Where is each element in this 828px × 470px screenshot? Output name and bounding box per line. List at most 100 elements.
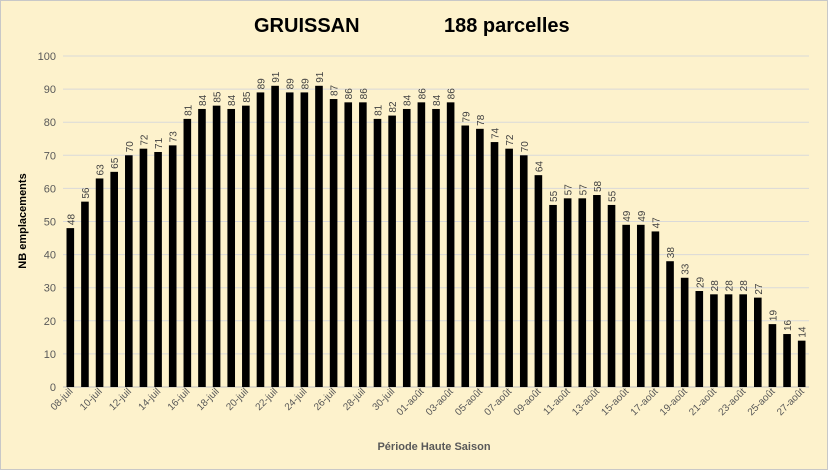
data-label: 74 — [491, 127, 502, 139]
bar — [168, 145, 177, 387]
x-tick-label: 03-août — [424, 386, 456, 418]
y-tick-label: 50 — [44, 217, 56, 229]
bar — [388, 115, 396, 387]
x-axis-ticks: 08-juil 10-juil 12-juil 14-juil 16-juil 18-ju… — [49, 386, 807, 418]
bar — [271, 85, 279, 387]
data-label: 49 — [637, 210, 648, 222]
bar — [95, 178, 104, 387]
bar — [183, 118, 192, 387]
bar — [563, 198, 572, 387]
data-label: 38 — [666, 247, 677, 259]
data-label: 84 — [403, 94, 414, 106]
x-tick-label: 15-août — [600, 386, 632, 418]
x-tick-label: 11-août — [542, 386, 573, 417]
bar — [724, 294, 733, 387]
data-label: 70 — [125, 141, 136, 153]
x-tick-label: 14-juil — [137, 386, 164, 413]
bar — [154, 151, 162, 387]
bar — [417, 102, 426, 387]
data-label: 16 — [783, 319, 794, 331]
x-tick-label: 25-août — [746, 386, 778, 418]
x-tick-label: 18-juil — [195, 386, 222, 413]
data-label: 81 — [183, 104, 194, 116]
bar — [636, 224, 645, 387]
data-label: 84 — [198, 94, 209, 106]
bar — [402, 108, 411, 388]
x-tick-label: 21-août — [687, 386, 719, 418]
x-tick-label: 07-août — [482, 386, 514, 418]
data-label: 57 — [564, 184, 575, 196]
data-label: 65 — [110, 157, 121, 169]
bar — [651, 231, 660, 387]
x-tick-label: 24-juil — [283, 386, 310, 413]
bar — [300, 92, 309, 387]
data-label: 55 — [608, 190, 619, 202]
bar — [593, 195, 601, 387]
x-tick-label: 27-août — [775, 386, 807, 418]
data-label: 55 — [549, 190, 560, 202]
data-label: 33 — [681, 263, 692, 275]
bar — [227, 108, 236, 388]
x-tick-label: 01-août — [395, 386, 427, 418]
data-label: 89 — [300, 78, 311, 90]
data-label: 73 — [169, 131, 180, 143]
y-axis-ticks: 0 10 20 30 40 50 60 70 80 90 100 — [38, 51, 56, 394]
x-tick-label: 05-août — [453, 386, 485, 418]
x-tick-label: 16-juil — [166, 386, 193, 413]
bar — [373, 118, 382, 387]
data-label: 84 — [227, 94, 238, 106]
y-tick-label: 20 — [44, 316, 56, 328]
bar — [139, 148, 148, 387]
bar — [461, 125, 470, 387]
y-tick-label: 80 — [44, 117, 56, 129]
bar — [242, 105, 250, 388]
data-label: 86 — [417, 88, 428, 100]
data-label: 71 — [154, 137, 165, 149]
data-label: 57 — [578, 184, 589, 196]
data-label: 85 — [242, 91, 253, 103]
data-label: 28 — [739, 280, 750, 292]
bar — [110, 171, 118, 387]
bar — [680, 277, 689, 387]
bar — [754, 297, 762, 387]
data-label: 82 — [388, 101, 399, 113]
bar — [125, 155, 133, 387]
bar — [783, 334, 791, 387]
x-tick-label: 22-juil — [254, 386, 281, 413]
data-label: 85 — [213, 91, 224, 103]
bar — [768, 324, 777, 387]
data-label: 79 — [461, 111, 472, 123]
bar — [739, 294, 747, 387]
x-tick-label: 28-juil — [341, 386, 368, 413]
data-label: 70 — [520, 141, 531, 153]
data-label: 89 — [286, 78, 297, 90]
data-label: 27 — [754, 283, 765, 295]
y-tick-label: 40 — [44, 250, 56, 262]
bar — [549, 204, 557, 387]
bar — [329, 99, 338, 387]
data-label: 86 — [447, 88, 458, 100]
bar — [285, 92, 294, 387]
bar — [578, 198, 587, 387]
x-tick-label: 12-juil — [107, 386, 134, 413]
x-tick-label: 19-août — [658, 386, 690, 418]
bars — [66, 85, 806, 388]
chart-title-location: GRUISSAN — [254, 15, 360, 37]
bar — [505, 148, 513, 387]
data-label: 28 — [710, 280, 721, 292]
data-label: 28 — [725, 280, 736, 292]
y-tick-label: 60 — [44, 183, 56, 195]
data-label: 19 — [768, 310, 779, 322]
data-label: 49 — [622, 210, 633, 222]
bar — [666, 261, 674, 387]
x-tick-label: 09-août — [512, 386, 544, 418]
y-tick-label: 100 — [38, 51, 56, 63]
data-label: 48 — [66, 214, 77, 226]
data-label: 84 — [432, 94, 443, 106]
data-label: 58 — [593, 180, 604, 192]
bar — [695, 291, 704, 387]
data-label: 63 — [96, 164, 107, 176]
bar — [534, 175, 543, 387]
